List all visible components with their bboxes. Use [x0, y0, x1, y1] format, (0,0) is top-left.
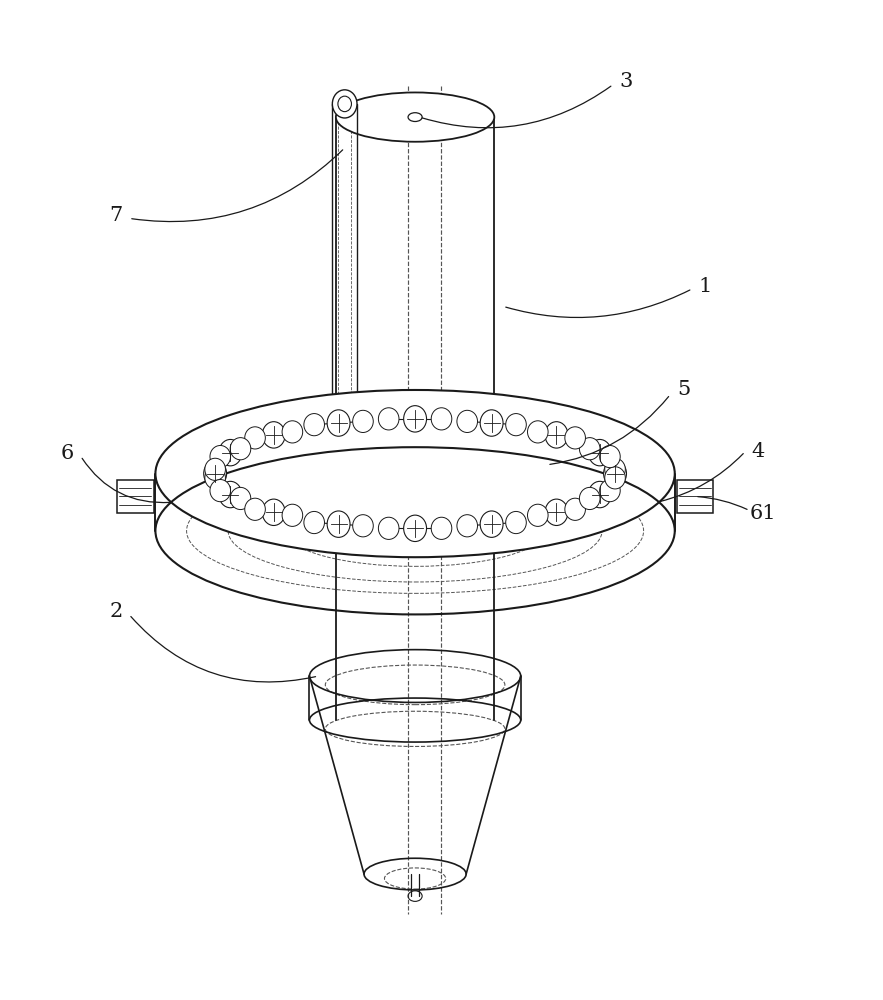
Ellipse shape — [245, 427, 265, 449]
Text: 7: 7 — [109, 206, 123, 225]
Ellipse shape — [480, 511, 503, 537]
Ellipse shape — [245, 498, 265, 520]
Ellipse shape — [457, 515, 478, 537]
Ellipse shape — [480, 410, 503, 436]
Ellipse shape — [588, 439, 611, 466]
Ellipse shape — [327, 511, 350, 537]
Ellipse shape — [262, 422, 285, 448]
Ellipse shape — [336, 92, 494, 142]
Text: 3: 3 — [620, 72, 633, 91]
Text: 2: 2 — [109, 602, 123, 621]
Ellipse shape — [600, 445, 620, 468]
Ellipse shape — [282, 421, 303, 443]
Ellipse shape — [527, 504, 548, 526]
Ellipse shape — [230, 487, 251, 510]
Text: 1: 1 — [698, 277, 713, 296]
Ellipse shape — [282, 504, 303, 526]
Ellipse shape — [588, 481, 611, 508]
Ellipse shape — [327, 410, 350, 436]
Ellipse shape — [219, 481, 242, 508]
Ellipse shape — [431, 408, 452, 430]
Text: 6: 6 — [61, 444, 74, 463]
Ellipse shape — [431, 517, 452, 539]
Ellipse shape — [352, 515, 374, 537]
Ellipse shape — [545, 499, 568, 525]
Text: 5: 5 — [677, 380, 691, 399]
Ellipse shape — [600, 480, 620, 502]
Ellipse shape — [457, 410, 478, 432]
Ellipse shape — [205, 467, 225, 489]
Ellipse shape — [210, 445, 230, 468]
Ellipse shape — [304, 414, 324, 436]
Text: 61: 61 — [750, 504, 776, 523]
Ellipse shape — [506, 511, 526, 534]
Ellipse shape — [565, 498, 585, 520]
Ellipse shape — [205, 458, 225, 480]
Ellipse shape — [379, 408, 399, 430]
Ellipse shape — [579, 438, 600, 460]
Ellipse shape — [219, 439, 242, 466]
Ellipse shape — [304, 511, 324, 534]
Ellipse shape — [545, 422, 568, 448]
Ellipse shape — [604, 460, 626, 487]
Ellipse shape — [605, 458, 625, 480]
Ellipse shape — [404, 515, 426, 542]
FancyBboxPatch shape — [676, 480, 713, 513]
Ellipse shape — [605, 467, 625, 489]
Ellipse shape — [204, 460, 227, 487]
Text: 4: 4 — [751, 442, 765, 461]
Ellipse shape — [579, 487, 600, 510]
Ellipse shape — [527, 421, 548, 443]
Ellipse shape — [210, 480, 230, 502]
Ellipse shape — [155, 390, 675, 557]
FancyBboxPatch shape — [117, 480, 154, 513]
Ellipse shape — [332, 90, 357, 118]
Ellipse shape — [230, 438, 251, 460]
Ellipse shape — [565, 427, 585, 449]
Ellipse shape — [352, 410, 374, 432]
Ellipse shape — [506, 414, 526, 436]
Ellipse shape — [379, 517, 399, 539]
Ellipse shape — [262, 499, 285, 525]
Ellipse shape — [404, 406, 426, 432]
